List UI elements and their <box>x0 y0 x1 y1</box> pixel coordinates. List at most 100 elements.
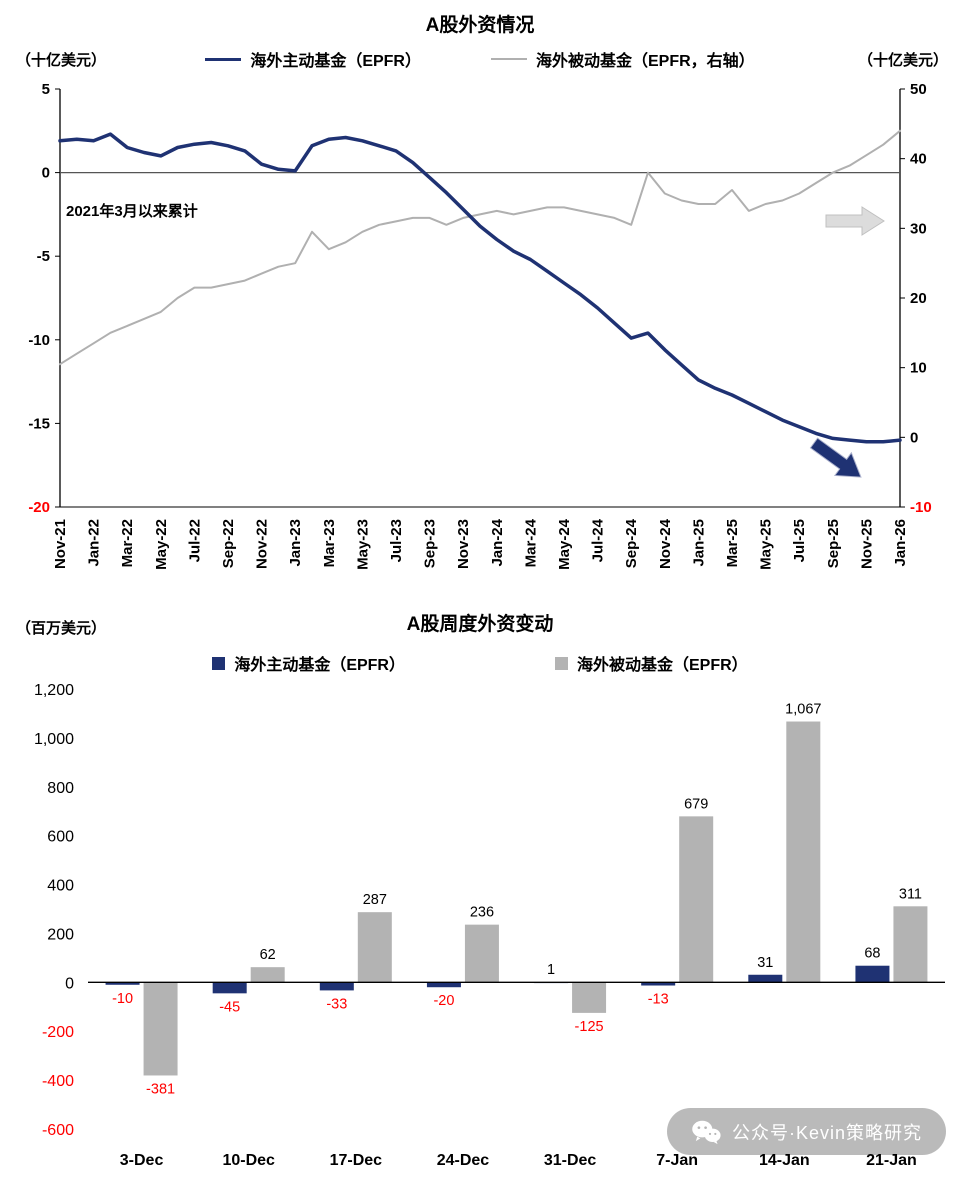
legend-label-passive-bar: 海外被动基金（EPFR） <box>577 657 748 674</box>
svg-text:1,200: 1,200 <box>34 682 74 699</box>
bottom-chart-legend-row: 海外主动基金（EPFR） 海外被动基金（EPFR） <box>0 645 960 677</box>
svg-text:24-Dec: 24-Dec <box>437 1152 490 1169</box>
line-chart-area: 5 0 -5 -10 -15 -20 50 40 30 20 10 0 -10 Nov-21 Jan-22 M… <box>0 77 960 599</box>
svg-text:10-Dec: 10-Dec <box>222 1152 275 1169</box>
svg-text:5: 5 <box>42 81 50 98</box>
svg-text:0: 0 <box>65 975 74 992</box>
watermark-text: 公众号·Kevin策略研究 <box>731 1122 922 1143</box>
svg-text:Jan-23: Jan-23 <box>287 519 304 567</box>
svg-text:Nov-23: Nov-23 <box>455 519 472 569</box>
svg-text:-13: -13 <box>648 992 669 1008</box>
bar-chart-canvas: 1,200 1,000 800 600 400 200 0 -200 -400 -600 3-Dec… <box>34 682 945 1169</box>
svg-text:Mar-24: Mar-24 <box>522 518 539 567</box>
top-chart-legend: 海外主动基金（EPFR） 海外被动基金（EPFR，右轴） <box>0 41 960 71</box>
svg-text:7-Jan: 7-Jan <box>656 1152 698 1169</box>
svg-text:-400: -400 <box>42 1073 74 1090</box>
passive-fund-bar-swatch <box>555 656 568 670</box>
svg-text:-600: -600 <box>42 1122 74 1139</box>
svg-text:Jan-24: Jan-24 <box>489 518 506 566</box>
svg-text:800: 800 <box>47 780 74 797</box>
svg-text:31-Dec: 31-Dec <box>544 1152 597 1169</box>
svg-text:-15: -15 <box>28 415 50 432</box>
top-chart-section: A股外资情况 （十亿美元） 海外主动基金（EPFR） 海外被动基金（EPFR，右… <box>0 15 960 599</box>
bottom-chart-header: （百万美元） A股周度外资变动 <box>0 603 960 645</box>
bottom-chart-title: A股周度外资变动 <box>406 614 554 635</box>
svg-text:Nov-21: Nov-21 <box>52 519 69 569</box>
svg-text:-10: -10 <box>112 991 133 1007</box>
top-chart-title: A股外资情况 <box>425 15 535 36</box>
svg-text:Mar-23: Mar-23 <box>321 519 338 567</box>
active-trend-arrow-icon <box>809 437 862 478</box>
svg-text:236: 236 <box>470 905 494 921</box>
svg-text:200: 200 <box>47 926 74 943</box>
legend-label-active-fund: 海外主动基金（EPFR） <box>250 53 421 70</box>
svg-text:Sep-25: Sep-25 <box>825 519 842 568</box>
svg-text:1,000: 1,000 <box>34 731 74 748</box>
svg-text:Jul-24: Jul-24 <box>590 518 607 562</box>
bottom-chart-section: （百万美元） A股周度外资变动 海外主动基金（EPFR） 海外被动基金（EPFR… <box>0 603 960 1177</box>
legend-item-passive-bar: 海外被动基金（EPFR） <box>555 651 748 675</box>
active-fund-line-swatch <box>205 57 242 61</box>
svg-text:-45: -45 <box>219 999 240 1015</box>
svg-text:-125: -125 <box>575 1019 604 1035</box>
svg-text:-10: -10 <box>910 499 932 516</box>
svg-text:10: 10 <box>910 360 927 377</box>
svg-text:May-23: May-23 <box>354 519 371 570</box>
svg-text:600: 600 <box>47 829 74 846</box>
svg-text:May-25: May-25 <box>758 519 775 570</box>
svg-text:Nov-24: Nov-24 <box>657 518 674 569</box>
svg-text:0: 0 <box>910 429 918 446</box>
svg-text:2021年3月以来累计: 2021年3月以来累计 <box>66 202 198 220</box>
svg-text:Jul-23: Jul-23 <box>388 519 405 562</box>
svg-text:3-Dec: 3-Dec <box>120 1152 164 1169</box>
svg-text:Nov-22: Nov-22 <box>254 519 271 569</box>
active-fund-bar-swatch <box>212 656 226 670</box>
svg-text:Mar-22: Mar-22 <box>119 519 136 567</box>
svg-text:Nov-25: Nov-25 <box>858 519 875 569</box>
svg-text:Jul-22: Jul-22 <box>186 519 203 562</box>
passive-trend-arrow-icon <box>825 206 885 236</box>
svg-text:-381: -381 <box>146 1081 175 1097</box>
svg-text:40: 40 <box>910 151 927 168</box>
svg-text:Jul-25: Jul-25 <box>791 519 808 562</box>
svg-text:30: 30 <box>910 220 927 237</box>
bar-chart-area: 1,200 1,000 800 600 400 200 0 -200 -400 -600 3-Dec… <box>0 677 960 1177</box>
svg-text:311: 311 <box>899 886 922 902</box>
svg-text:Sep-23: Sep-23 <box>422 519 439 568</box>
svg-text:287: 287 <box>363 892 387 908</box>
svg-text:-5: -5 <box>37 248 50 265</box>
svg-text:68: 68 <box>864 946 880 962</box>
svg-text:Jan-26: Jan-26 <box>892 519 909 567</box>
legend-item-active-fund: 海外主动基金（EPFR） <box>205 47 421 71</box>
svg-text:May-22: May-22 <box>153 519 170 570</box>
svg-text:1,067: 1,067 <box>785 702 821 718</box>
svg-text:-33: -33 <box>326 996 347 1012</box>
svg-text:31: 31 <box>757 955 773 971</box>
svg-text:0: 0 <box>42 165 50 182</box>
svg-text:Sep-22: Sep-22 <box>220 519 237 568</box>
svg-text:Jan-22: Jan-22 <box>86 519 103 567</box>
svg-text:21-Jan: 21-Jan <box>866 1152 917 1169</box>
svg-text:May-24: May-24 <box>556 518 573 570</box>
svg-text:-10: -10 <box>28 332 50 349</box>
svg-text:1: 1 <box>547 962 555 978</box>
bar-axis-unit: （百万美元） <box>16 620 107 637</box>
wechat-icon <box>692 1120 721 1144</box>
svg-text:-20: -20 <box>433 993 454 1009</box>
svg-text:400: 400 <box>47 878 74 895</box>
legend-label-active-bar: 海外主动基金（EPFR） <box>234 657 405 674</box>
legend-item-active-bar: 海外主动基金（EPFR） <box>212 651 405 675</box>
bottom-chart-legend: 海外主动基金（EPFR） 海外被动基金（EPFR） <box>0 645 960 675</box>
watermark-badge: 公众号·Kevin策略研究 <box>666 1108 946 1155</box>
top-chart-legend-row: （十亿美元） 海外主动基金（EPFR） 海外被动基金（EPFR，右轴） （十亿美… <box>0 41 960 77</box>
svg-text:20: 20 <box>910 290 927 307</box>
svg-text:Sep-24: Sep-24 <box>623 518 640 568</box>
legend-item-passive-fund: 海外被动基金（EPFR，右轴） <box>491 47 755 71</box>
svg-text:-20: -20 <box>28 499 50 516</box>
legend-label-passive-fund: 海外被动基金（EPFR，右轴） <box>536 53 755 70</box>
passive-fund-line-swatch <box>491 58 527 60</box>
left-axis-unit: （十亿美元） <box>16 52 107 69</box>
right-axis-unit: （十亿美元） <box>857 52 948 69</box>
svg-text:50: 50 <box>910 81 927 98</box>
svg-text:62: 62 <box>260 947 276 963</box>
